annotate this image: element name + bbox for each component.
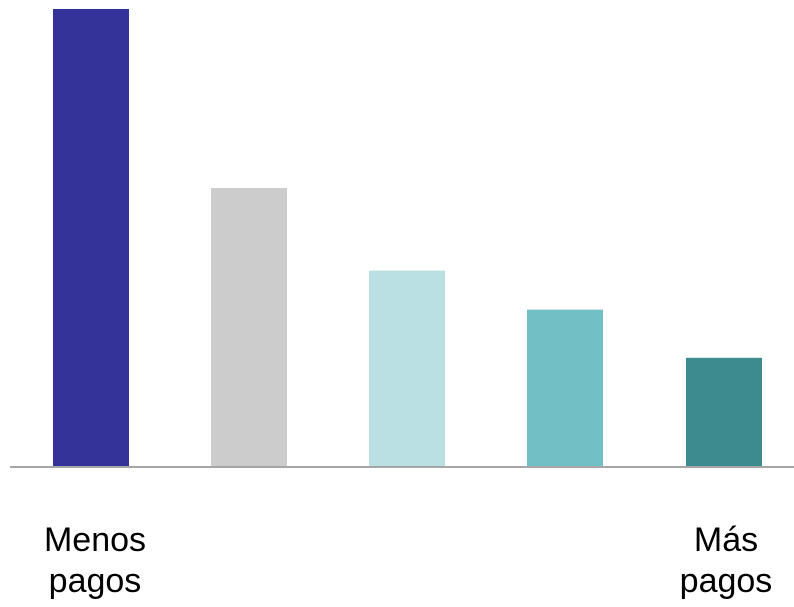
category-label-1-line-1: Menos bbox=[44, 521, 146, 559]
bar-2 bbox=[209, 186, 289, 468]
bar-1 bbox=[51, 7, 131, 468]
bar-5 bbox=[684, 355, 764, 468]
category-label-5: Más pagos bbox=[680, 521, 773, 600]
category-label-1: Menos pagos bbox=[44, 521, 146, 600]
category-label-5-line-2: pagos bbox=[680, 562, 773, 600]
bar-3 bbox=[367, 268, 447, 468]
category-label-5-line-1: Más bbox=[694, 521, 758, 559]
category-label-1-line-2: pagos bbox=[49, 562, 142, 600]
bars-group bbox=[51, 7, 764, 468]
bar-4 bbox=[525, 307, 605, 468]
